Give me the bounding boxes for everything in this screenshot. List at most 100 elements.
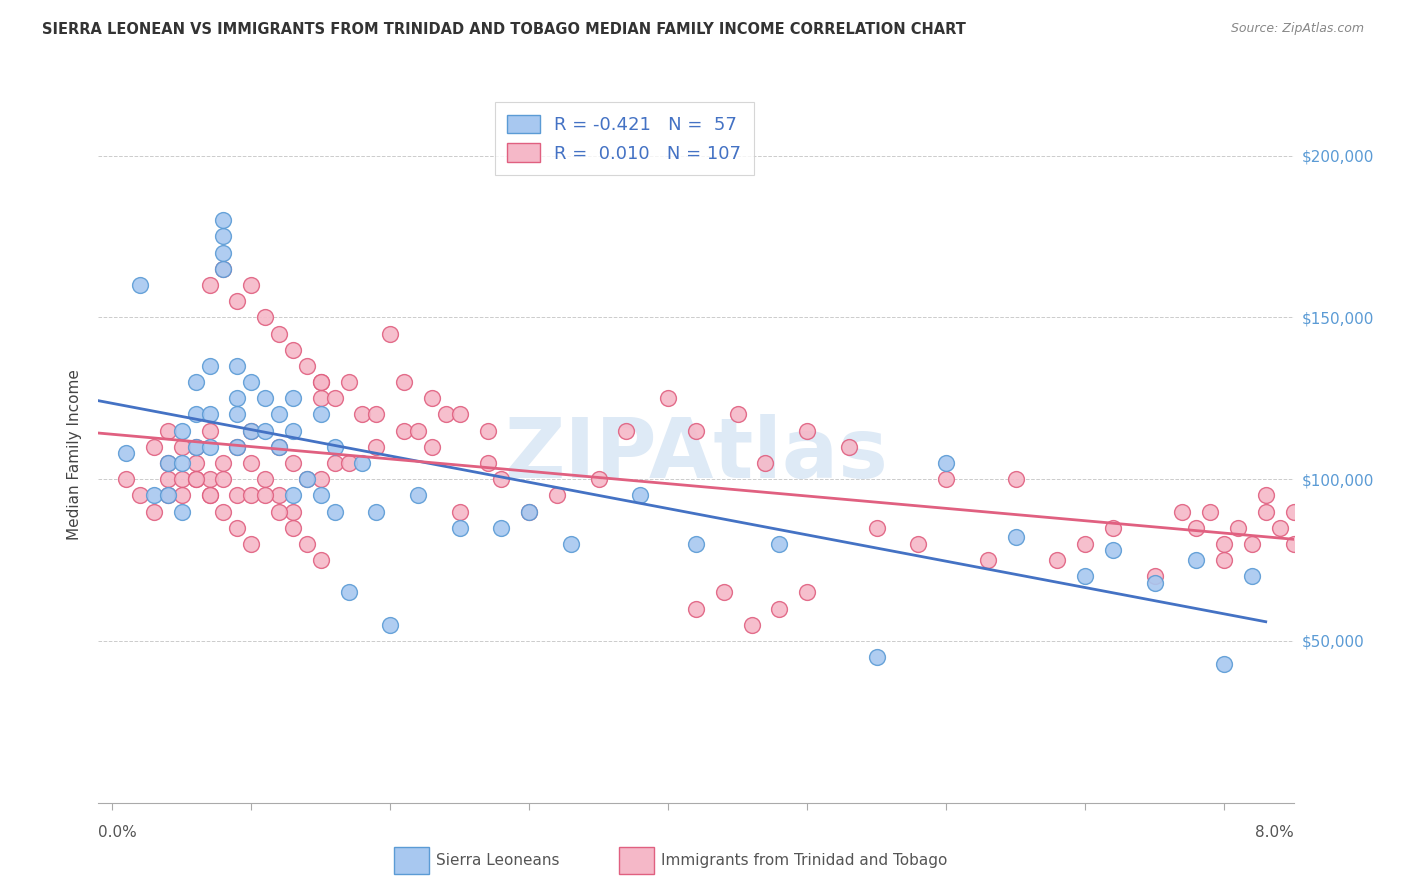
Point [434,408,457,422]
Point [143,504,166,518]
Point [156,424,179,438]
Point [337,375,360,389]
Point [170,456,193,470]
Point [754,456,776,470]
Point [267,408,290,422]
Point [254,472,277,486]
Point [1143,575,1166,590]
Point [198,408,221,422]
Point [560,537,582,551]
Point [226,440,249,454]
Point [1046,553,1069,567]
Point [337,585,360,599]
Point [226,392,249,406]
Point [1240,569,1263,583]
Point [281,521,304,535]
Point [1213,657,1236,671]
Point [156,472,179,486]
Point [212,229,235,244]
Point [254,310,277,325]
Point [588,472,610,486]
Point [156,488,179,502]
Point [1213,553,1236,567]
Point [406,488,429,502]
Point [170,504,193,518]
Point [184,456,207,470]
Point [685,537,707,551]
Point [546,488,568,502]
Point [281,424,304,438]
Point [309,375,332,389]
Point [380,326,402,341]
Point [226,521,249,535]
Point [212,213,235,227]
Point [713,585,735,599]
Point [796,424,818,438]
Point [281,343,304,357]
Point [254,392,277,406]
Point [129,488,152,502]
Point [184,440,207,454]
Point [420,440,443,454]
Point [184,440,207,454]
Point [323,392,346,406]
Point [240,424,263,438]
Point [366,504,388,518]
Point [935,456,957,470]
Text: Sierra Leoneans: Sierra Leoneans [436,854,560,868]
Point [865,650,887,665]
Point [1268,521,1291,535]
Text: 8.0%: 8.0% [1254,825,1294,840]
Point [477,424,499,438]
Point [449,408,471,422]
Point [1185,553,1208,567]
Point [380,617,402,632]
Point [254,488,277,502]
Point [226,488,249,502]
Text: Immigrants from Trinidad and Tobago: Immigrants from Trinidad and Tobago [661,854,948,868]
Point [240,456,263,470]
Point [143,440,166,454]
Point [115,446,138,460]
Point [212,245,235,260]
Point [491,472,513,486]
Point [977,553,1000,567]
Point [337,456,360,470]
Point [1185,521,1208,535]
Point [1004,472,1026,486]
Point [366,408,388,422]
Point [295,537,318,551]
Point [281,392,304,406]
Point [1213,537,1236,551]
Point [267,440,290,454]
Point [727,408,749,422]
Point [212,472,235,486]
Point [323,456,346,470]
Point [267,488,290,502]
Point [517,504,540,518]
Point [1143,569,1166,583]
Point [657,392,679,406]
Point [685,424,707,438]
Point [240,488,263,502]
Point [323,440,346,454]
Point [406,424,429,438]
Point [156,456,179,470]
Point [184,472,207,486]
Text: SIERRA LEONEAN VS IMMIGRANTS FROM TRINIDAD AND TOBAGO MEDIAN FAMILY INCOME CORRE: SIERRA LEONEAN VS IMMIGRANTS FROM TRINID… [42,22,966,37]
Point [838,440,860,454]
Point [491,521,513,535]
Point [198,488,221,502]
Point [281,456,304,470]
Text: ZIPAtlas: ZIPAtlas [503,415,889,495]
Point [420,392,443,406]
Point [1254,488,1277,502]
Legend: R = -0.421   N =  57, R =  0.010   N = 107: R = -0.421 N = 57, R = 0.010 N = 107 [495,103,754,175]
Point [240,537,263,551]
Point [226,408,249,422]
Point [198,278,221,293]
Point [616,424,638,438]
Point [309,472,332,486]
Point [267,504,290,518]
Point [865,521,887,535]
